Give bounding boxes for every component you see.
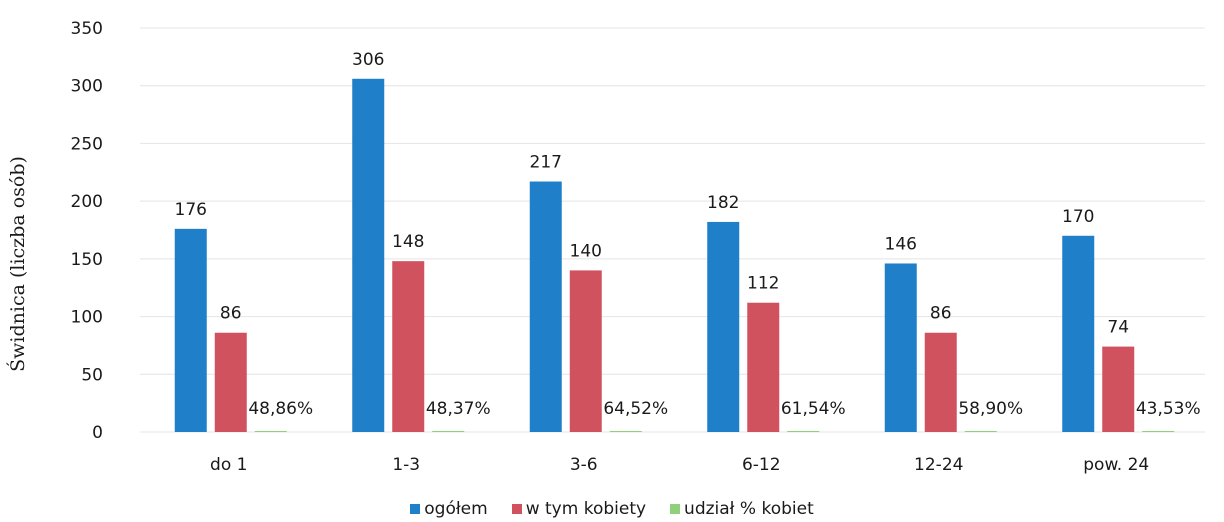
- data-label-women: 74: [1107, 318, 1129, 338]
- data-label-share: 64,52%: [603, 399, 668, 419]
- data-label-share: 48,37%: [426, 399, 491, 419]
- y-tick-label: 350: [71, 19, 103, 39]
- bar-total: [884, 263, 917, 432]
- data-label-total: 306: [352, 50, 384, 70]
- data-label-total: 176: [175, 200, 207, 220]
- bar-total: [1062, 235, 1095, 432]
- bar-women: [924, 332, 957, 432]
- bar-total: [174, 228, 207, 432]
- data-label-women: 140: [570, 241, 602, 261]
- data-label-women: 112: [747, 274, 779, 294]
- legend-item-total: ogółem: [410, 499, 488, 519]
- x-tick-label: 3-6: [570, 455, 598, 475]
- legend-label-share: udział % kobiet: [684, 499, 814, 519]
- x-tick-label: 1-3: [392, 455, 420, 475]
- bar-share: [1142, 431, 1175, 432]
- y-axis-label: Świdnica (liczba osób): [6, 156, 29, 372]
- x-tick-label: 6-12: [742, 455, 781, 475]
- data-label-share: 48,86%: [248, 399, 313, 419]
- data-label-total: 217: [530, 153, 562, 173]
- y-tick-label: 0: [92, 423, 103, 443]
- data-label-women: 86: [930, 304, 952, 324]
- bar-total: [707, 221, 740, 432]
- bars: [174, 78, 1175, 432]
- x-axis-ticks: do 1 1-3 3-6 6-12 12-24 pow. 24: [210, 455, 1149, 475]
- data-label-share: 58,90%: [958, 399, 1023, 419]
- bar-total: [529, 181, 562, 432]
- legend-label-total: ogółem: [424, 499, 488, 519]
- legend-item-women: w tym kobiety: [511, 499, 647, 519]
- y-tick-label: 50: [81, 365, 103, 385]
- bar-chart: 0 50 100 150 200 250 300 350 Świdnica (liczba o…: [6, 19, 1205, 475]
- data-label-total: 182: [707, 193, 739, 213]
- data-label-share: 61,54%: [781, 399, 846, 419]
- legend-swatch-women: [511, 504, 522, 514]
- legend-swatch-total: [410, 504, 421, 514]
- legend-item-share: udział % kobiet: [670, 499, 814, 519]
- legend-swatch-share: [670, 504, 681, 514]
- y-axis-ticks: 0 50 100 150 200 250 300 350: [71, 19, 103, 443]
- x-tick-label: 12-24: [914, 455, 963, 475]
- data-labels: 176 86 48,86% 306 148 48,37% 217 140 64,52% 182 11…: [175, 50, 1201, 419]
- data-label-women: 148: [392, 232, 424, 252]
- x-tick-label: do 1: [210, 455, 247, 475]
- bar-share: [254, 431, 287, 432]
- y-tick-label: 300: [71, 77, 103, 97]
- bar-share: [787, 431, 820, 432]
- bar-women: [569, 270, 602, 432]
- bar-women: [747, 302, 780, 432]
- y-tick-label: 200: [71, 192, 103, 212]
- bar-women: [1102, 346, 1135, 432]
- data-label-share: 43,53%: [1136, 399, 1201, 419]
- legend: ogółem w tym kobiety udział % kobiet: [0, 496, 1224, 522]
- y-tick-label: 150: [71, 250, 103, 270]
- x-tick-label: pow. 24: [1083, 455, 1149, 475]
- bar-women: [214, 332, 247, 432]
- bar-total: [352, 78, 385, 432]
- bar-share: [964, 431, 997, 432]
- data-label-total: 170: [1062, 207, 1094, 227]
- bar-share: [609, 431, 642, 432]
- bar-women: [392, 261, 425, 432]
- data-label-total: 146: [885, 234, 917, 254]
- bar-share: [432, 431, 465, 432]
- y-tick-label: 250: [71, 134, 103, 154]
- y-tick-label: 100: [71, 308, 103, 328]
- legend-label-women: w tym kobiety: [525, 499, 647, 519]
- gridlines: [140, 27, 1205, 433]
- data-label-women: 86: [220, 304, 242, 324]
